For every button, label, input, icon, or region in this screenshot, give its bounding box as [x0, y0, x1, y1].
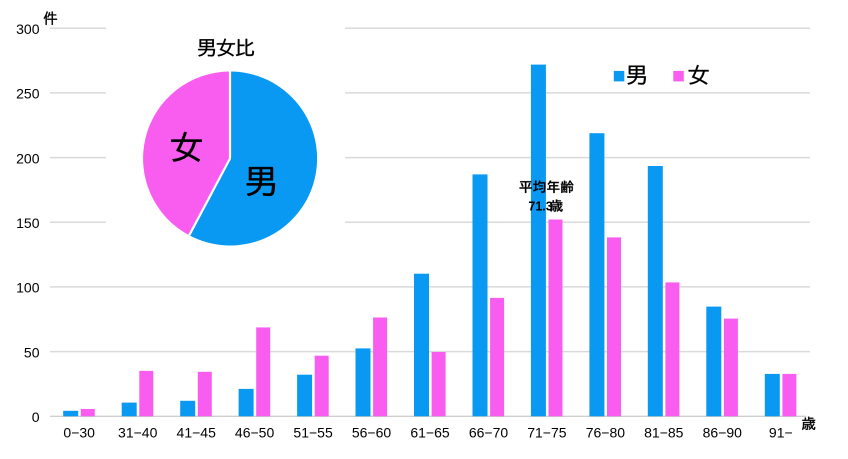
svg-text:46−50: 46−50 — [235, 425, 275, 441]
svg-text:0−30: 0−30 — [63, 425, 95, 441]
svg-text:41−45: 41−45 — [177, 425, 217, 441]
svg-text:86−90: 86−90 — [703, 425, 743, 441]
svg-text:61−65: 61−65 — [410, 425, 450, 441]
svg-text:91−: 91− — [769, 425, 793, 441]
svg-text:71.3: 71.3 — [528, 200, 552, 214]
svg-text:0: 0 — [32, 409, 40, 425]
svg-text:50: 50 — [24, 344, 40, 360]
svg-text:51−55: 51−55 — [293, 425, 333, 441]
svg-text:100: 100 — [16, 280, 40, 296]
svg-text:150: 150 — [16, 215, 40, 231]
svg-text:250: 250 — [16, 86, 40, 102]
svg-text:31−40: 31−40 — [118, 425, 158, 441]
svg-text:300: 300 — [16, 21, 40, 37]
svg-text:56−60: 56−60 — [352, 425, 392, 441]
svg-text:76−80: 76−80 — [586, 425, 626, 441]
svg-text:66−70: 66−70 — [469, 425, 509, 441]
svg-text:200: 200 — [16, 150, 40, 166]
svg-text:71−75: 71−75 — [527, 425, 567, 441]
svg-text:81−85: 81−85 — [644, 425, 684, 441]
